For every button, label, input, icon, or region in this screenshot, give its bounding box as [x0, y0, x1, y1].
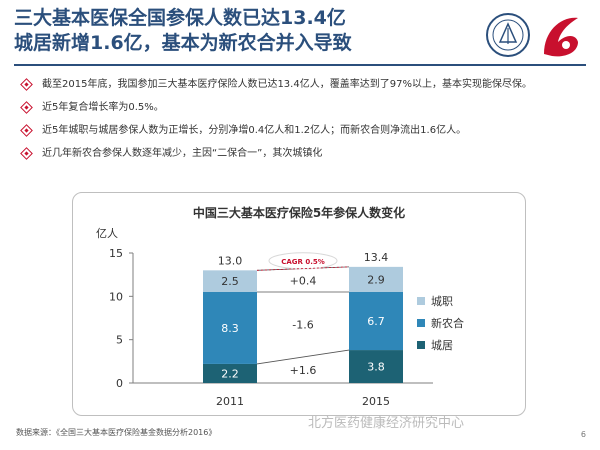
bullet-text: 近5年城职与城居参保人数为正增长，分别净增0.4亿人和1.2亿人；而新农合则净流… — [42, 125, 467, 136]
title-divider — [14, 64, 586, 66]
bullet-item: 近5年城职与城居参保人数为正增长，分别净增0.4亿人和1.2亿人；而新农合则净流… — [20, 124, 590, 138]
diamond-bullet-icon — [20, 147, 33, 160]
bar-segment — [203, 270, 257, 292]
chart-plot-area: 0 5 10 15 2.2 8.3 2.5 13.0 2011 3.8 6.7 2.9 13.4 2015… — [109, 247, 464, 408]
bullet-item: 截至2015年底，我国参加三大基本医疗保险人数已达13.4亿人，覆盖率达到了97… — [20, 78, 590, 92]
connector-line — [256, 349, 350, 365]
legend-label: 城职 — [431, 295, 453, 308]
source-note: 数据来源：《全国三大基本医疗保险基金数据分析2016》 — [16, 428, 217, 437]
diamond-bullet-icon — [20, 124, 33, 137]
bar-total-label: 13.4 — [364, 251, 389, 264]
diamond-bullet-icon — [20, 101, 33, 114]
change-label: -1.6 — [292, 319, 313, 332]
title-line-1: 三大基本医保全国参保人数已达13.4亿 — [14, 7, 346, 29]
cagr-line — [256, 266, 350, 271]
cagr-label: CAGR 0.5% — [281, 258, 325, 266]
bar-segment — [349, 350, 403, 383]
brand-swirl-icon — [544, 17, 578, 57]
legend-swatch — [417, 341, 425, 349]
chart-title: 中国三大基本医疗保险5年参保人数变化 — [193, 205, 405, 220]
title-line-2: 城居新增1.6亿，基本为新农合并入导致 — [14, 32, 352, 54]
cagr-badge — [268, 252, 338, 270]
page-number: 6 — [580, 430, 586, 439]
bar-segment — [349, 292, 403, 351]
bar-value-label: 2.5 — [221, 275, 239, 288]
change-label: +0.4 — [290, 274, 317, 287]
y-tick-label: 10 — [109, 290, 123, 303]
bar-segment — [349, 266, 403, 292]
bar-value-label: 2.2 — [221, 367, 239, 380]
legend-swatch — [417, 297, 425, 305]
bullet-item: 近5年复合增长率为0.5%。 — [20, 101, 590, 115]
watermark: 北方医药健康经济研究中心 — [308, 416, 465, 431]
legend-label: 新农合 — [431, 316, 464, 330]
change-label: +1.6 — [290, 364, 317, 377]
bar-total-label: 13.0 — [218, 254, 243, 267]
stacked-bar-chart: 中国三大基本医疗保险5年参保人数变化 亿人 0 5 10 15 2.2 8.3 2.5 13.… — [96, 205, 464, 408]
legend-label: 城居 — [431, 339, 453, 352]
bullet-item: 近几年新农合参保人数逐年减少，主因“二保合一”，其次城镇化 — [20, 147, 590, 161]
logo-group — [486, 13, 578, 57]
bullet-text: 近5年复合增长率为0.5%。 — [42, 102, 164, 113]
slide-title: 三大基本医保全国参保人数已达13.4亿 城居新增1.6亿，基本为新农合并入导致 — [14, 6, 484, 56]
legend-swatch — [417, 319, 425, 327]
x-tick-label: 2011 — [216, 395, 244, 408]
y-tick-label: 0 — [116, 377, 123, 390]
x-tick-label: 2015 — [362, 395, 390, 408]
bullet-text: 近几年新农合参保人数逐年减少，主因“二保合一”，其次城镇化 — [42, 148, 323, 159]
y-tick-label: 5 — [116, 334, 123, 347]
bar-value-label: 8.3 — [221, 322, 239, 335]
bullet-list: 截至2015年底，我国参加三大基本医疗保险人数已达13.4亿人，覆盖率达到了97… — [20, 78, 590, 170]
y-axis-label: 亿人 — [96, 227, 118, 240]
diamond-bullet-icon — [20, 78, 33, 91]
bullet-text: 截至2015年底，我国参加三大基本医疗保险人数已达13.4亿人，覆盖率达到了97… — [42, 79, 532, 90]
bar-value-label: 2.9 — [367, 273, 385, 286]
chart-card: 中国三大基本医疗保险5年参保人数变化 亿人 0 5 10 15 2.2 8.3 2.5 13.… — [72, 192, 526, 416]
bar-value-label: 6.7 — [367, 315, 385, 328]
university-seal-icon — [486, 13, 530, 57]
bar-value-label: 3.8 — [367, 361, 385, 374]
bar-segment — [203, 292, 257, 364]
y-tick-label: 15 — [109, 247, 123, 260]
bar-segment — [203, 363, 257, 383]
